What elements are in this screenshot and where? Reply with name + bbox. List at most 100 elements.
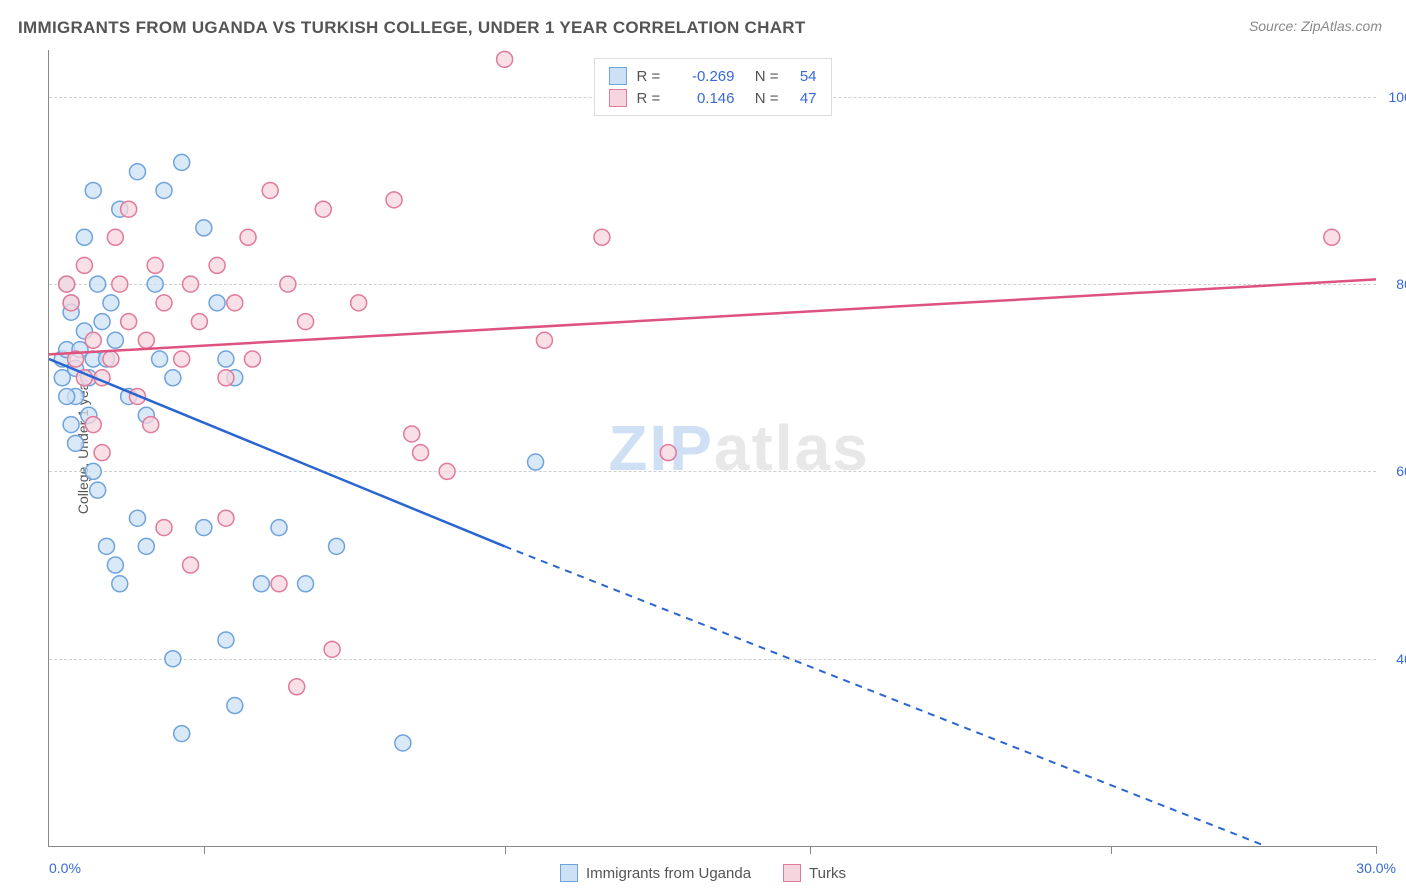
data-point: [439, 463, 455, 479]
data-point: [68, 435, 84, 451]
data-point: [227, 295, 243, 311]
x-tick: [810, 846, 811, 854]
data-point: [165, 651, 181, 667]
x-tick: [505, 846, 506, 854]
data-point: [85, 463, 101, 479]
data-point: [147, 276, 163, 292]
data-point: [63, 295, 79, 311]
data-point: [315, 201, 331, 217]
data-point: [227, 698, 243, 714]
data-point: [129, 510, 145, 526]
legend-label: Turks: [809, 865, 846, 882]
data-point: [85, 332, 101, 348]
data-point: [174, 154, 190, 170]
data-point: [90, 482, 106, 498]
data-point: [324, 641, 340, 657]
n-value: 54: [789, 68, 817, 85]
data-point: [165, 370, 181, 386]
r-value: -0.269: [675, 68, 735, 85]
data-point: [196, 220, 212, 236]
legend-item: Immigrants from Uganda: [560, 864, 751, 882]
data-point: [218, 370, 234, 386]
data-point: [528, 454, 544, 470]
x-tick: [204, 846, 205, 854]
data-point: [152, 351, 168, 367]
n-label: N =: [745, 68, 779, 85]
y-tick-label: 60.0%: [1396, 463, 1406, 479]
data-point: [271, 576, 287, 592]
data-point: [121, 201, 137, 217]
legend-swatch: [609, 67, 627, 85]
data-point: [218, 510, 234, 526]
data-point: [262, 182, 278, 198]
data-point: [94, 445, 110, 461]
n-label: N =: [745, 90, 779, 107]
n-value: 47: [789, 90, 817, 107]
data-point: [174, 351, 190, 367]
y-tick-label: 40.0%: [1396, 651, 1406, 667]
data-point: [138, 538, 154, 554]
data-point: [218, 632, 234, 648]
data-point: [76, 229, 92, 245]
legend-row: R = -0.269 N = 54: [609, 65, 817, 87]
data-point: [107, 229, 123, 245]
data-point: [107, 557, 123, 573]
data-point: [156, 295, 172, 311]
data-point: [1324, 229, 1340, 245]
data-point: [174, 726, 190, 742]
data-point: [209, 295, 225, 311]
data-point: [103, 351, 119, 367]
x-tick: [1111, 846, 1112, 854]
data-point: [112, 576, 128, 592]
data-point: [196, 520, 212, 536]
legend-swatch: [609, 89, 627, 107]
data-point: [536, 332, 552, 348]
data-point: [594, 229, 610, 245]
data-point: [253, 576, 269, 592]
data-point: [298, 314, 314, 330]
chart-plot-area: ZIPatlas R = -0.269 N = 54 R = 0.146 N =…: [48, 50, 1376, 847]
data-point: [240, 229, 256, 245]
legend-swatch: [783, 864, 801, 882]
data-point: [404, 426, 420, 442]
source-label: Source: ZipAtlas.com: [1249, 18, 1382, 34]
r-value: 0.146: [675, 90, 735, 107]
data-point: [138, 332, 154, 348]
scatter-svg: [49, 50, 1376, 846]
data-point: [59, 388, 75, 404]
data-point: [107, 332, 123, 348]
data-point: [209, 257, 225, 273]
data-point: [156, 182, 172, 198]
data-point: [183, 557, 199, 573]
legend-row: R = 0.146 N = 47: [609, 87, 817, 109]
y-tick-label: 100.0%: [1389, 89, 1406, 105]
legend-item: Turks: [783, 864, 846, 882]
correlation-legend: R = -0.269 N = 54 R = 0.146 N = 47: [594, 58, 832, 116]
data-point: [85, 182, 101, 198]
data-point: [147, 257, 163, 273]
data-point: [183, 276, 199, 292]
legend-swatch: [560, 864, 578, 882]
data-point: [85, 417, 101, 433]
chart-title: IMMIGRANTS FROM UGANDA VS TURKISH COLLEG…: [18, 18, 806, 38]
data-point: [90, 276, 106, 292]
data-point: [298, 576, 314, 592]
x-axis-max-label: 30.0%: [1356, 860, 1396, 876]
data-point: [121, 314, 137, 330]
trend-line: [49, 279, 1376, 354]
y-tick-label: 80.0%: [1396, 276, 1406, 292]
r-label: R =: [637, 90, 665, 107]
data-point: [244, 351, 260, 367]
data-point: [103, 295, 119, 311]
trend-line-dashed: [505, 546, 1266, 846]
data-point: [386, 192, 402, 208]
data-point: [156, 520, 172, 536]
data-point: [143, 417, 159, 433]
data-point: [660, 445, 676, 461]
data-point: [280, 276, 296, 292]
data-point: [271, 520, 287, 536]
data-point: [99, 538, 115, 554]
x-tick: [1376, 846, 1377, 854]
data-point: [63, 417, 79, 433]
data-point: [413, 445, 429, 461]
